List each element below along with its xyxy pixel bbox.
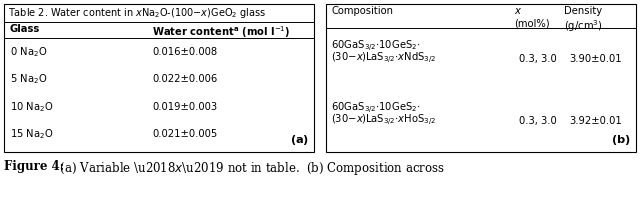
Text: Density: Density bbox=[564, 6, 602, 16]
Text: 60GaS$_{3/2}$$\cdot$10GeS$_2$$\cdot$: 60GaS$_{3/2}$$\cdot$10GeS$_2$$\cdot$ bbox=[331, 39, 420, 54]
Text: $x$: $x$ bbox=[514, 6, 522, 16]
Text: 0.019±0.003: 0.019±0.003 bbox=[152, 102, 217, 112]
Text: Composition: Composition bbox=[331, 6, 393, 16]
Text: 0.3, 3.0: 0.3, 3.0 bbox=[519, 116, 557, 126]
Text: 0.3, 3.0: 0.3, 3.0 bbox=[519, 54, 557, 64]
Text: 10 Na$_2$O: 10 Na$_2$O bbox=[10, 100, 54, 114]
Text: 3.92±0.01: 3.92±0.01 bbox=[569, 116, 621, 126]
Text: (30$-$$x$)LaS$_{3/2}$$\cdot$$x$NdS$_{3/2}$: (30$-$$x$)LaS$_{3/2}$$\cdot$$x$NdS$_{3/2… bbox=[331, 51, 436, 66]
Text: 60GaS$_{3/2}$$\cdot$10GeS$_2$$\cdot$: 60GaS$_{3/2}$$\cdot$10GeS$_2$$\cdot$ bbox=[331, 101, 420, 116]
Text: Table 2. Water content in $x$Na$_2$O-(100$-$$x$)GeO$_2$ glass: Table 2. Water content in $x$Na$_2$O-(10… bbox=[8, 6, 266, 20]
Text: 3.90±0.01: 3.90±0.01 bbox=[569, 54, 621, 64]
Text: Figure 4:: Figure 4: bbox=[4, 160, 64, 173]
Text: 5 Na$_2$O: 5 Na$_2$O bbox=[10, 72, 47, 86]
Text: $\mathbf{(a)}$: $\mathbf{(a)}$ bbox=[290, 133, 309, 147]
Text: $\mathbf{(b)}$: $\mathbf{(b)}$ bbox=[611, 133, 631, 147]
Text: (30$-$$x$)LaS$_{3/2}$$\cdot$$x$HoS$_{3/2}$: (30$-$$x$)LaS$_{3/2}$$\cdot$$x$HoS$_{3/2… bbox=[331, 113, 436, 128]
Text: 0.021±0.005: 0.021±0.005 bbox=[152, 129, 217, 139]
Text: (g/cm$^3$): (g/cm$^3$) bbox=[564, 18, 603, 34]
Bar bbox=[326, 4, 636, 152]
Text: 15 Na$_2$O: 15 Na$_2$O bbox=[10, 127, 54, 141]
Text: 0.016±0.008: 0.016±0.008 bbox=[152, 47, 217, 57]
Text: 0 Na$_2$O: 0 Na$_2$O bbox=[10, 45, 47, 59]
Text: (mol%): (mol%) bbox=[514, 18, 550, 28]
Text: Glass: Glass bbox=[10, 24, 40, 34]
Bar bbox=[4, 4, 314, 152]
Text: 0.022±0.006: 0.022±0.006 bbox=[152, 74, 217, 84]
Text: Water content$^\mathregular{a}$ (mol l$^{-1}$): Water content$^\mathregular{a}$ (mol l$^… bbox=[152, 24, 291, 40]
Text: (a) Variable \u2018$x$\u2019 not in table.  (b) Composition across: (a) Variable \u2018$x$\u2019 not in tabl… bbox=[56, 160, 445, 177]
